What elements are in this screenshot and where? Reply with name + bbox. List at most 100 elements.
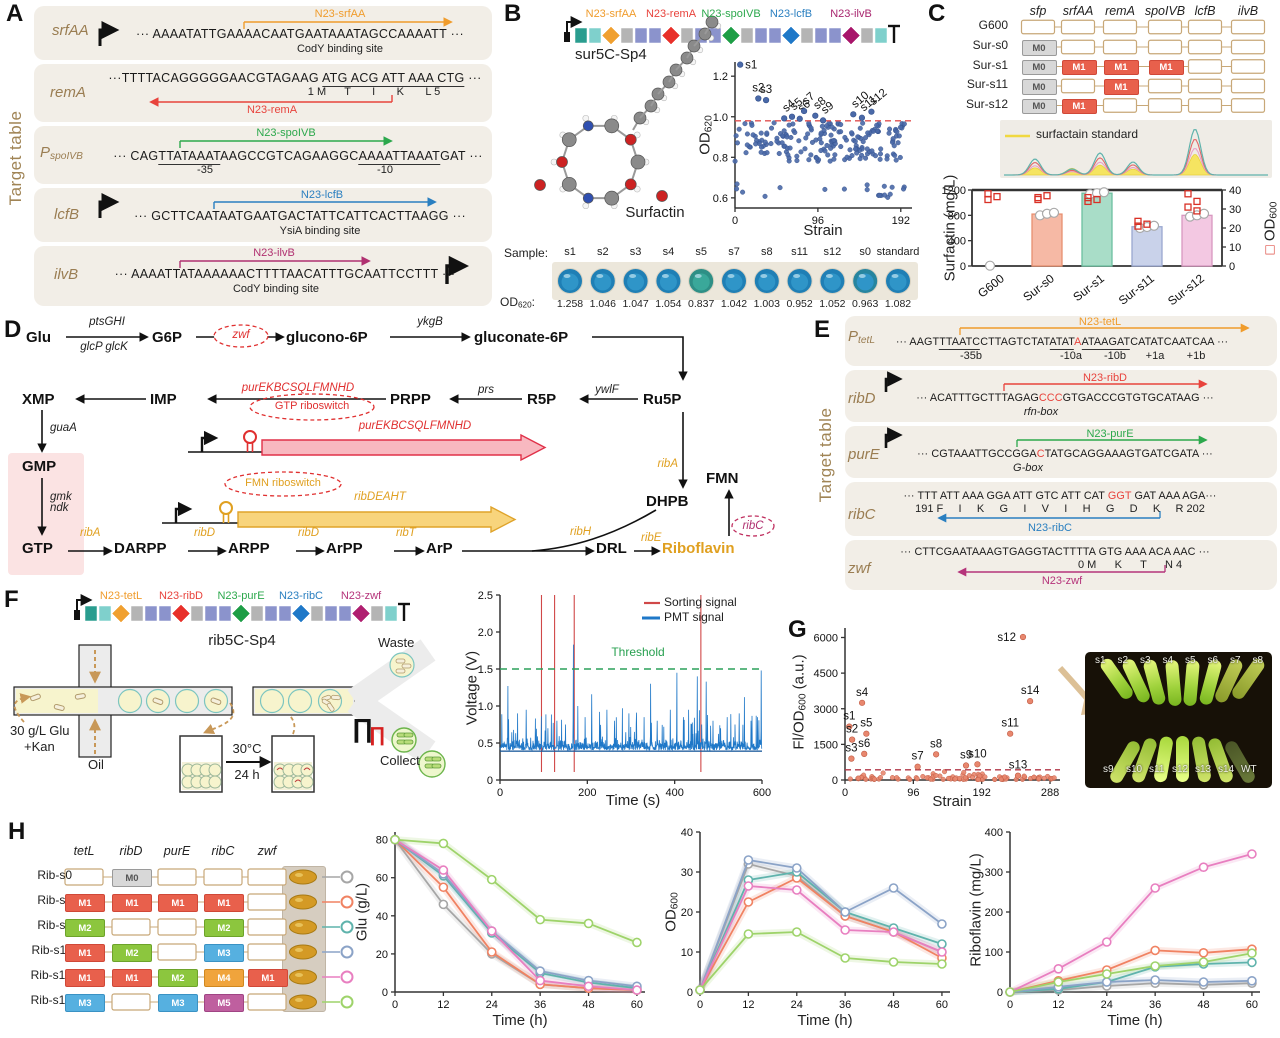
text-part: 620 — [703, 115, 715, 133]
tag-lcfB: N23-lcfB — [300, 189, 344, 201]
cell-M0: M0 — [1021, 79, 1057, 95]
construct-label-N23-remA: N23-remA — [645, 8, 697, 20]
col-header-remA: remA — [1105, 4, 1135, 18]
enz-ribH: ribH — [570, 526, 592, 538]
col-header-ribD: ribD — [119, 844, 143, 858]
cell-M3: M3 — [65, 994, 105, 1012]
note-10a: -10a — [1059, 350, 1083, 362]
enz-ykgB: ykgB — [417, 316, 443, 328]
panelA-side-label: Target table — [6, 110, 26, 206]
text-part: Fl/OD — [790, 710, 808, 750]
targetA-row-remA — [34, 64, 492, 122]
nodeD-ru5p: Ru5P — [643, 391, 682, 408]
sample-od-value: 0.952 — [786, 298, 813, 310]
sample-od-value: 1.003 — [753, 298, 780, 310]
text-part: ··· — [464, 71, 482, 85]
text-part: A — [1074, 336, 1082, 348]
construct-label-N23-ribD: N23-ribD — [158, 590, 204, 602]
text-part: (a.u.) — [790, 654, 808, 694]
nodeD-prpp: PRPP — [390, 391, 431, 408]
chip-waste-label: Waste — [378, 635, 415, 650]
geneE-ribC: ribC — [848, 506, 876, 523]
text-part: 600 — [1268, 201, 1280, 219]
c-y2label: □ OD600 — [1262, 202, 1280, 255]
sample-name-s5: s5 — [695, 246, 707, 258]
chip-feed-label2: +Kan — [24, 739, 55, 754]
legend-sorting-signal: Sorting signal — [664, 595, 737, 609]
text-part: □ — [1261, 241, 1279, 255]
enz-ribA: ribA — [80, 527, 101, 539]
text-part: 600 — [669, 892, 681, 910]
cell-M0: M0 — [1021, 98, 1057, 115]
cell-M0: M0 — [112, 869, 152, 887]
cell-M2: M2 — [158, 969, 198, 987]
construct-label-N23-ilvB: N23-ilvB — [830, 8, 872, 20]
text-part: ··· TTT ATT AAA GGA ATT GTC ATT CAT — [903, 490, 1108, 502]
construct-label-N23-spoIVB: N23-spoIVB — [701, 8, 761, 20]
note-plus1a: +1a — [1145, 350, 1165, 362]
nodeD-gmp: GMP — [22, 458, 57, 475]
geneE-zwf: zwf — [848, 560, 871, 577]
cell-M1: M1 — [1061, 98, 1097, 115]
targetE-row-zwf — [845, 540, 1277, 590]
tube-label-s8: s8 — [1252, 655, 1264, 666]
cell-M1: M1 — [1103, 59, 1139, 76]
col-header-zwf: zwf — [257, 844, 277, 858]
panel-letter-B: B — [504, 0, 522, 27]
row-label-Sur-s11: Sur-s11 — [966, 77, 1008, 91]
cell-M3: M3 — [158, 994, 198, 1012]
cell-M1: M1 — [65, 894, 105, 912]
sample-od-value: 1.046 — [589, 298, 616, 310]
aa-ribC: 191 F I K G I V I H G D K R 202 — [915, 503, 1205, 515]
note-lcfB: YsiA binding site — [279, 225, 361, 237]
tube-label-s11: s11 — [1149, 764, 1165, 775]
nodeD-fmn: FMN — [706, 470, 739, 487]
text-part: OD — [1261, 218, 1279, 242]
enz-ribD2: ribD — [298, 527, 320, 539]
construct-label-N23-purE: N23-purE — [217, 590, 265, 602]
note-35b: -35b — [959, 350, 983, 362]
cell-M2: M2 — [112, 944, 152, 962]
col-header-purE: purE — [163, 844, 191, 858]
tag-ilvB: N23-ilvB — [253, 247, 295, 259]
fluorescence-photo: s1 s2 s3 s4 s5 s6 s7 s8 s9 s10 s11 s12 s13 s14 WT — [1085, 652, 1272, 788]
text-part: 620 — [518, 300, 532, 310]
chip-time-label: 24 h — [234, 767, 260, 782]
enz-prs: prs — [478, 384, 494, 396]
geneA-remA: remA — [50, 84, 86, 101]
h-glu-xlabel: Time (h) — [492, 1012, 548, 1029]
g-ylabel: Fl/OD600 (a.u.) — [791, 654, 810, 749]
sample-od-label: OD620: — [500, 295, 535, 310]
tube-label-s14: s14 — [1218, 764, 1235, 775]
geneA-lcfB: lcfB — [54, 206, 80, 223]
nodeD-arp: ArP — [426, 540, 453, 557]
seq-purE: ··· CGTAAATTGCCGGACTATGCAGGAAAGTGATCGATA… — [917, 448, 1213, 460]
sample-name-s12: s12 — [823, 246, 842, 258]
text-part: ··· AAGT — [895, 336, 940, 348]
text-part: ATAT — [1049, 336, 1075, 350]
tube-label-s5: s5 — [1185, 655, 1196, 666]
seq-ilvB: ··· AAAATTATAAAAAACTTTTAACATTTGCAATTCCTT… — [114, 267, 456, 281]
text-part: spoIVB — [50, 151, 83, 163]
cell-M0: M0 — [1021, 40, 1057, 56]
col-header-srfAA: srfAA — [1062, 4, 1094, 18]
tag-remA: N23-remA — [246, 104, 298, 116]
pur-arrow-label: purEKBCSQLFMNHD — [358, 420, 472, 432]
enz-ribE: ribE — [641, 532, 662, 544]
cell-M2: M2 — [204, 919, 244, 937]
threshold-label: Threshold — [611, 645, 665, 659]
sample-od-value: 1.052 — [819, 298, 846, 310]
cell-M1: M1 — [65, 969, 105, 987]
b-xlabel: Strain — [803, 222, 843, 239]
targetE-row-ribC — [845, 482, 1277, 536]
tube-label-s12: s12 — [1172, 764, 1189, 775]
enz-ribT: ribT — [396, 527, 416, 539]
geneE-PtetL: PtetL — [848, 328, 875, 347]
cell-M1: M1 — [112, 969, 152, 987]
sample-name-s0: s0 — [859, 246, 871, 258]
tube-label-s2: s2 — [1117, 655, 1129, 666]
nodeD-r5p: R5P — [527, 391, 557, 408]
panel-letter-A: A — [6, 0, 24, 27]
text-part: OD — [662, 909, 680, 932]
f-ylabel: Voltage (V) — [463, 650, 481, 726]
